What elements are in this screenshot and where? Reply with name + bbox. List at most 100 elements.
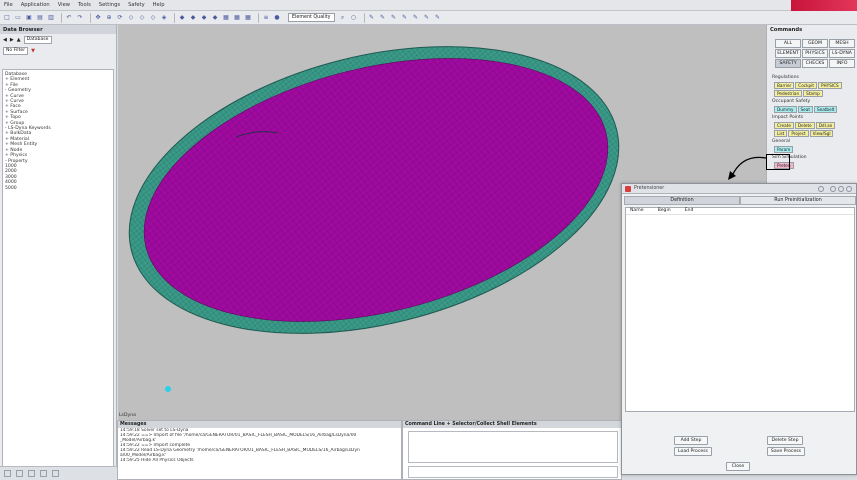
- impact-view-button[interactable]: View/Sgl: [809, 130, 834, 137]
- tree-node[interactable]: + Node: [5, 147, 23, 153]
- panel-tool-icon[interactable]: [52, 470, 59, 477]
- category-all-button[interactable]: ALL: [775, 39, 801, 48]
- quality-select[interactable]: Element Quality: [288, 13, 335, 22]
- view-icon[interactable]: ◈: [161, 13, 167, 21]
- impact-project-button[interactable]: Project: [788, 130, 809, 137]
- tree-node[interactable]: 4000: [5, 180, 17, 186]
- tree-node[interactable]: - Property: [5, 158, 28, 164]
- add-step-button[interactable]: Add Step: [674, 436, 708, 445]
- category-checks-button[interactable]: CHECKS: [802, 59, 828, 68]
- color-icon[interactable]: ●: [274, 13, 280, 21]
- save-icon[interactable]: ▣: [26, 13, 32, 21]
- category-safety-button[interactable]: SAFETY: [775, 59, 801, 68]
- load-process-button[interactable]: Load Process: [674, 447, 712, 456]
- zoom-icon[interactable]: ⊕: [106, 13, 112, 21]
- circle-icon[interactable]: ○: [350, 13, 357, 21]
- delete-step-button[interactable]: Delete Step: [767, 436, 803, 445]
- tree-node[interactable]: 1000: [5, 163, 17, 169]
- command-input[interactable]: [408, 466, 618, 478]
- tool-icon[interactable]: ✎: [413, 13, 419, 21]
- regulations-physics-button[interactable]: PHYSICS: [817, 82, 842, 89]
- tab-run-preinitialization[interactable]: Run Preinitialization: [740, 196, 856, 205]
- tree-node[interactable]: + Face: [5, 104, 21, 110]
- tool-icon[interactable]: ✎: [369, 13, 375, 21]
- tree-node[interactable]: + Surface: [5, 109, 28, 115]
- undo-icon[interactable]: ↶: [66, 13, 72, 21]
- database-tree[interactable]: Database + Element + File - Geometry + Curv…: [2, 69, 114, 477]
- tree-node[interactable]: + Curve: [5, 93, 24, 99]
- shade-icon[interactable]: ◆: [212, 13, 218, 21]
- tree-node[interactable]: Database: [5, 72, 27, 77]
- view-icon[interactable]: ◇: [150, 13, 156, 21]
- database-select[interactable]: Database: [23, 35, 52, 44]
- tree-node[interactable]: + Topo: [5, 115, 21, 121]
- impact-list-button[interactable]: List: [774, 130, 788, 137]
- category-physics-button[interactable]: PHYSICS: [802, 49, 828, 58]
- tree-node[interactable]: 5000: [5, 185, 17, 191]
- tool-icon[interactable]: ✎: [435, 13, 441, 21]
- tool-icon[interactable]: ✎: [424, 13, 430, 21]
- panel-tool-icon[interactable]: [40, 470, 47, 477]
- panel-tool-icon[interactable]: [4, 470, 11, 477]
- minimize-icon[interactable]: [830, 186, 836, 192]
- category-info-button[interactable]: INFO: [829, 59, 855, 68]
- save-process-button[interactable]: Save Process: [767, 447, 805, 456]
- category-element-button[interactable]: ELEMENT: [775, 49, 801, 58]
- tree-node[interactable]: 3000: [5, 174, 17, 180]
- menu-file[interactable]: File: [4, 2, 13, 8]
- tree-node[interactable]: - LS-Dyna Keywords: [5, 126, 51, 132]
- maximize-icon[interactable]: [838, 186, 844, 192]
- impact-create-button[interactable]: Create: [774, 122, 794, 129]
- tree-node[interactable]: + Curve: [5, 99, 24, 105]
- stamp-button[interactable]: Stamp: [803, 90, 823, 97]
- tree-node[interactable]: + BulkData: [5, 131, 32, 137]
- shade-icon[interactable]: ◆: [179, 13, 185, 21]
- tool-icon[interactable]: ✎: [380, 13, 386, 21]
- close-icon[interactable]: [846, 186, 852, 192]
- seat-button[interactable]: Seat: [797, 106, 813, 113]
- redo-icon[interactable]: ↷: [77, 13, 83, 21]
- steps-table[interactable]: Name Begin End: [625, 207, 855, 412]
- impact-delete-button[interactable]: Delete: [794, 122, 815, 129]
- tree-node[interactable]: + Element: [5, 77, 30, 83]
- menu-tools[interactable]: Tools: [78, 2, 91, 8]
- open-icon[interactable]: ▭: [15, 13, 21, 21]
- menu-safety[interactable]: Safety: [128, 2, 145, 8]
- view-icon[interactable]: ◇: [139, 13, 145, 21]
- shade-icon[interactable]: ◆: [190, 13, 196, 21]
- close-button[interactable]: Close: [726, 462, 750, 471]
- panel-tool-icon[interactable]: [16, 470, 23, 477]
- menu-view[interactable]: View: [57, 2, 70, 8]
- mesh-icon[interactable]: ▦: [234, 13, 240, 21]
- measure-icon[interactable]: ≡: [263, 13, 269, 21]
- seatbelt-button[interactable]: Seatbelt: [813, 106, 838, 113]
- rotate-icon[interactable]: ⟳: [117, 13, 123, 21]
- panel-tool-icon[interactable]: [28, 470, 35, 477]
- category-lsdyna-button[interactable]: LS-DYNA: [829, 49, 855, 58]
- new-icon[interactable]: □: [4, 13, 10, 21]
- menu-application[interactable]: Application: [20, 2, 50, 8]
- help-icon[interactable]: [818, 186, 824, 192]
- back-icon[interactable]: ◀: [3, 36, 7, 43]
- tree-node[interactable]: + Material: [5, 136, 29, 142]
- cockpit-button[interactable]: Cockpit: [795, 82, 817, 89]
- tree-node[interactable]: + Mesh Entity: [5, 142, 38, 148]
- print-icon[interactable]: ▥: [48, 13, 54, 21]
- menu-settings[interactable]: Settings: [98, 2, 121, 8]
- dummy-button[interactable]: Dummy: [774, 106, 797, 113]
- tree-node[interactable]: + File: [5, 82, 18, 88]
- pedestrian-button[interactable]: Pedestrian: [774, 90, 803, 97]
- up-icon[interactable]: ▲: [16, 36, 21, 43]
- tree-node[interactable]: + Group: [5, 120, 25, 126]
- forward-icon[interactable]: ▶: [9, 36, 14, 43]
- tree-node[interactable]: - Geometry: [5, 88, 32, 94]
- tool-icon[interactable]: ✎: [391, 13, 397, 21]
- category-mesh-button[interactable]: MESH: [829, 39, 855, 48]
- tool-icon[interactable]: ✎: [402, 13, 408, 21]
- pretensioner-button[interactable]: Preten: [774, 162, 794, 169]
- tab-definition[interactable]: Definition: [624, 196, 740, 205]
- category-geom-button[interactable]: GEOM: [802, 39, 828, 48]
- impact-ddl-button[interactable]: Ddl.an: [815, 122, 836, 129]
- mesh-icon[interactable]: ▦: [245, 13, 251, 21]
- menu-help[interactable]: Help: [152, 2, 165, 8]
